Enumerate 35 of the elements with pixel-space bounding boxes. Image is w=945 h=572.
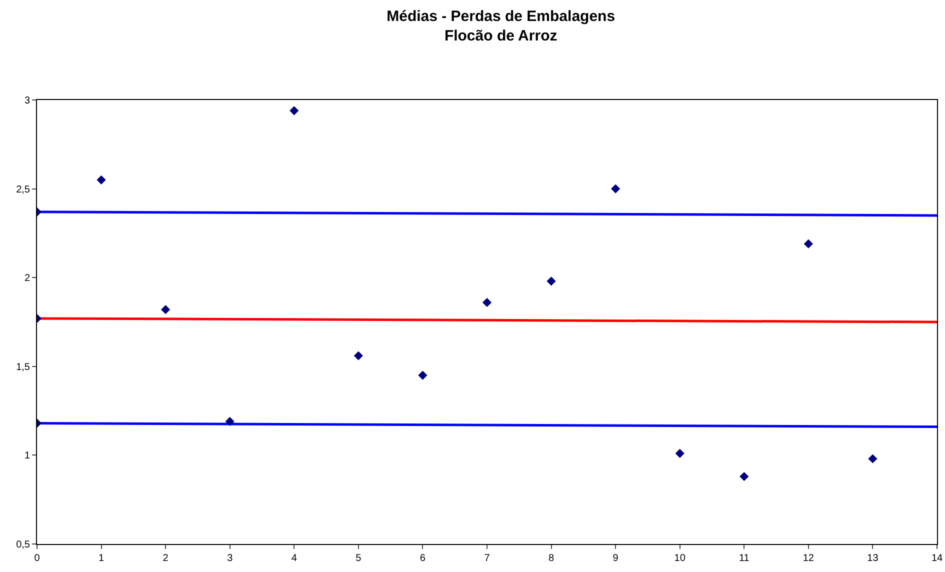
point	[482, 298, 492, 308]
x-tick-label: 0	[34, 553, 40, 564]
point	[161, 305, 170, 314]
y-tick-label: 1,5	[16, 362, 30, 373]
x-tick-label: 9	[612, 553, 619, 564]
x-tick-label: 11	[738, 553, 750, 564]
x-tick-label: 7	[484, 553, 490, 564]
chart-title: Médias - Perdas de Embalagens Flocão de Arroz	[386, 8, 616, 44]
x-tick-label: 14	[931, 553, 943, 564]
y-tick-label: 2,5	[16, 184, 30, 196]
x-tick-label: 12	[802, 553, 814, 564]
point	[675, 448, 684, 458]
point	[740, 472, 749, 482]
x-tick-label: 3	[227, 553, 234, 564]
point	[611, 184, 620, 194]
x-tick-label: 8	[548, 553, 555, 564]
point	[418, 370, 428, 380]
y-tick-label: 0,5	[16, 540, 30, 550]
x-tick-label: 2	[162, 553, 169, 564]
x-tick-label: 10	[674, 553, 686, 564]
point	[804, 239, 813, 248]
y-tick-label: 2	[24, 273, 30, 284]
x-tick-label: 6	[420, 553, 426, 564]
x-tick-label: 4	[291, 553, 298, 564]
point	[354, 351, 363, 360]
point	[225, 416, 234, 426]
x-tick-label: 5	[356, 553, 362, 564]
y-tick-label: 3	[24, 96, 30, 106]
point	[290, 106, 299, 116]
x-tick-label: 1	[98, 553, 105, 564]
point	[546, 276, 556, 286]
x-tick-label: 13	[867, 553, 879, 564]
point	[868, 454, 878, 464]
y-tick-label: 1	[24, 450, 30, 462]
point	[96, 175, 106, 184]
